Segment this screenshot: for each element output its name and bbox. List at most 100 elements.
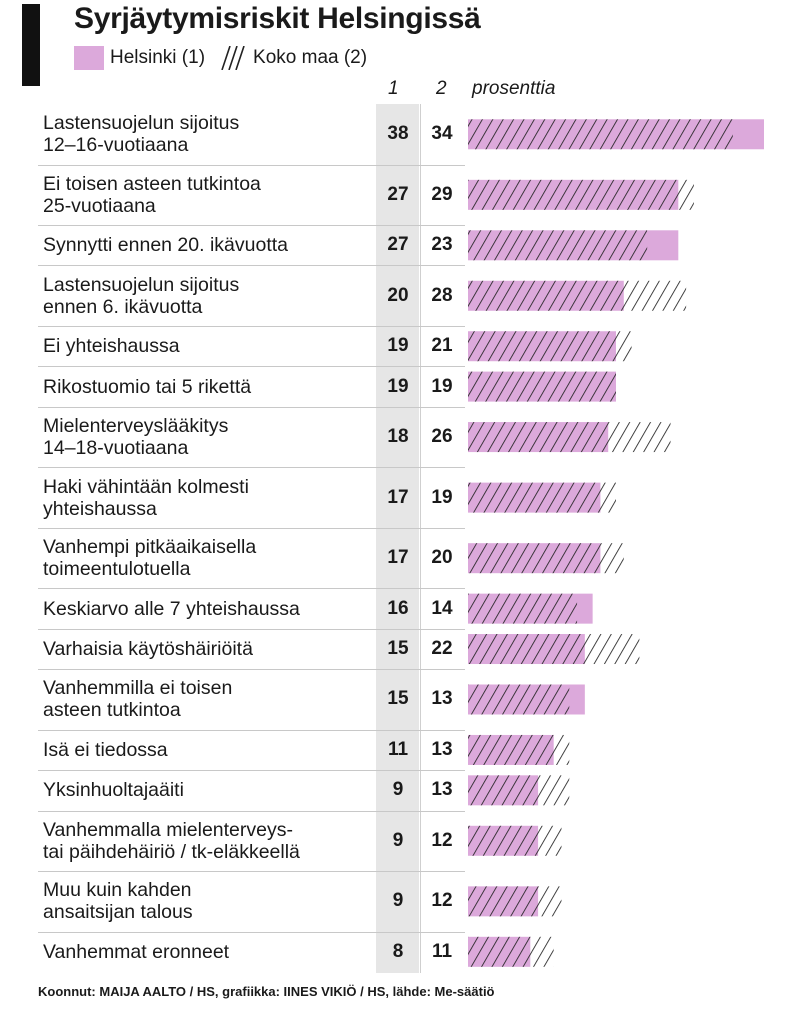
- row-label: Synnytti ennen 20. ikävuotta: [43, 234, 288, 257]
- bar-koko-maa: [468, 936, 554, 967]
- row-separator: [38, 406, 465, 408]
- table-row: Rikostuomio tai 5 rikettä 19 19: [0, 366, 797, 406]
- value-helsinki: 19: [387, 335, 409, 357]
- row-separator: [38, 326, 465, 328]
- value-helsinki: 27: [387, 183, 409, 205]
- table-row: Haki vähintään kolmesti yhteishaussa 17 19: [0, 467, 797, 528]
- table-row: Lastensuojelun sijoitus 12–16-vuotiaana 3…: [0, 104, 797, 165]
- table-row: Ei toisen asteen tutkintoa 25-vuotiaana 2…: [0, 165, 797, 226]
- row-separator: [38, 669, 465, 671]
- value-helsinki: 9: [392, 829, 404, 851]
- value-helsinki: 20: [387, 284, 409, 306]
- value-koko-maa: 13: [431, 738, 453, 760]
- value-koko-maa: 20: [431, 547, 453, 569]
- value-helsinki: 17: [387, 486, 409, 508]
- value-koko-maa: 29: [431, 183, 453, 205]
- row-label: Haki vähintään kolmesti yhteishaussa: [43, 475, 249, 520]
- value-koko-maa: 34: [431, 123, 453, 145]
- row-label: Ei toisen asteen tutkintoa 25-vuotiaana: [43, 172, 261, 217]
- bar-koko-maa: [468, 593, 578, 624]
- value-koko-maa: 19: [431, 375, 453, 397]
- chart-title: Syrjäytymisriskit Helsingissä: [74, 2, 481, 35]
- value-helsinki: 9: [392, 779, 404, 801]
- row-separator: [38, 810, 465, 812]
- row-separator: [38, 871, 465, 873]
- table-row: Vanhemmat eronneet 8 11: [0, 932, 797, 972]
- value-koko-maa: 12: [431, 829, 453, 851]
- row-label: Vanhemmalla mielenterveys- tai päihdehäi…: [43, 818, 300, 863]
- row-separator: [38, 164, 465, 166]
- row-separator: [38, 770, 465, 772]
- bar-koko-maa: [468, 230, 648, 261]
- value-koko-maa: 22: [431, 638, 453, 659]
- value-helsinki: 18: [387, 426, 409, 448]
- bar-koko-maa: [468, 371, 616, 402]
- value-koko-maa: 23: [431, 234, 453, 256]
- value-helsinki: 19: [387, 375, 409, 397]
- value-koko-maa: 21: [431, 335, 453, 357]
- table-row: Mielenterveyslääkitys 14–18-vuotiaana 18 2…: [0, 407, 797, 468]
- row-label: Vanhemmat eronneet: [43, 940, 230, 963]
- row-separator: [38, 628, 465, 630]
- value-helsinki: 11: [387, 738, 409, 760]
- row-separator: [38, 729, 465, 731]
- column-divider: [420, 104, 421, 973]
- row-label: Vanhempi pitkäaikaisella toimeentulotuel…: [43, 536, 257, 581]
- row-label: Isä ei tiedossa: [43, 738, 168, 761]
- bar-koko-maa: [468, 825, 562, 856]
- row-separator: [38, 588, 465, 590]
- value-helsinki: 16: [387, 597, 409, 619]
- row-separator: [38, 366, 465, 368]
- value-koko-maa: 13: [431, 688, 453, 710]
- column-header-2: 2: [436, 78, 447, 99]
- table-row: Vanhempi pitkäaikaisella toimeentulotuel…: [0, 528, 797, 589]
- table-row: Vanhemmalla mielenterveys- tai päihdehäi…: [0, 811, 797, 872]
- value-helsinki: 38: [387, 123, 409, 145]
- row-separator: [38, 225, 465, 227]
- value-koko-maa: 13: [431, 779, 453, 801]
- table-row: Yksinhuoltajaäiti 9 13: [0, 770, 797, 810]
- bar-koko-maa: [468, 482, 616, 513]
- column-header-1: 1: [388, 78, 399, 99]
- title-accent-bar: [22, 4, 40, 86]
- bar-koko-maa: [468, 886, 562, 917]
- row-label: Lastensuojelun sijoitus ennen 6. ikävuot…: [43, 273, 240, 318]
- row-separator: [38, 931, 465, 933]
- legend-helsinki-swatch: [74, 46, 104, 70]
- row-label: Mielenterveyslääkitys 14–18-vuotiaana: [43, 415, 229, 460]
- row-label: Vanhemmilla ei toisen asteen tutkintoa: [43, 677, 233, 722]
- table-row: Ei yhteishaussa 19 21: [0, 326, 797, 366]
- unit-label: prosenttia: [472, 78, 556, 99]
- row-label: Lastensuojelun sijoitus 12–16-vuotiaana: [43, 112, 240, 157]
- table-row: Vanhemmilla ei toisen asteen tutkintoa 15…: [0, 669, 797, 730]
- value-helsinki: 15: [387, 688, 409, 710]
- value-koko-maa: 12: [431, 890, 453, 912]
- table-row: Keskiarvo alle 7 yhteishaussa 16 14: [0, 588, 797, 628]
- bar-koko-maa: [468, 634, 640, 665]
- row-label: Rikostuomio tai 5 rikettä: [43, 375, 252, 398]
- bar-koko-maa: [468, 119, 733, 150]
- value-koko-maa: 26: [431, 426, 453, 448]
- bar-koko-maa: [468, 331, 632, 362]
- bar-koko-maa: [468, 280, 687, 311]
- row-label: Varhaisia käytöshäiriöitä: [43, 638, 253, 660]
- table-row: Isä ei tiedossa 11 13: [0, 730, 797, 770]
- row-separator: [38, 467, 465, 469]
- value-helsinki: 9: [392, 890, 404, 912]
- table-row: Synnytti ennen 20. ikävuotta 27 23: [0, 225, 797, 265]
- value-helsinki: 17: [387, 547, 409, 569]
- row-label: Muu kuin kahden ansaitsijan talous: [43, 879, 193, 924]
- bar-koko-maa: [468, 775, 570, 806]
- legend-koko-maa-swatch: [221, 46, 245, 70]
- row-label: Yksinhuoltajaäiti: [43, 779, 184, 802]
- row-label: Keskiarvo alle 7 yhteishaussa: [43, 597, 300, 620]
- table-row: Varhaisia käytöshäiriöitä 15 22: [0, 629, 797, 669]
- bar-koko-maa: [468, 543, 624, 574]
- source-credit: Koonnut: MAIJA AALTO / HS, grafiikka: II…: [38, 984, 495, 999]
- bar-koko-maa: [468, 734, 570, 765]
- legend: Helsinki (1) Koko maa (2): [74, 44, 367, 72]
- value-koko-maa: 14: [431, 597, 453, 619]
- row-separator: [38, 265, 465, 267]
- legend-helsinki-label: Helsinki (1): [110, 47, 206, 68]
